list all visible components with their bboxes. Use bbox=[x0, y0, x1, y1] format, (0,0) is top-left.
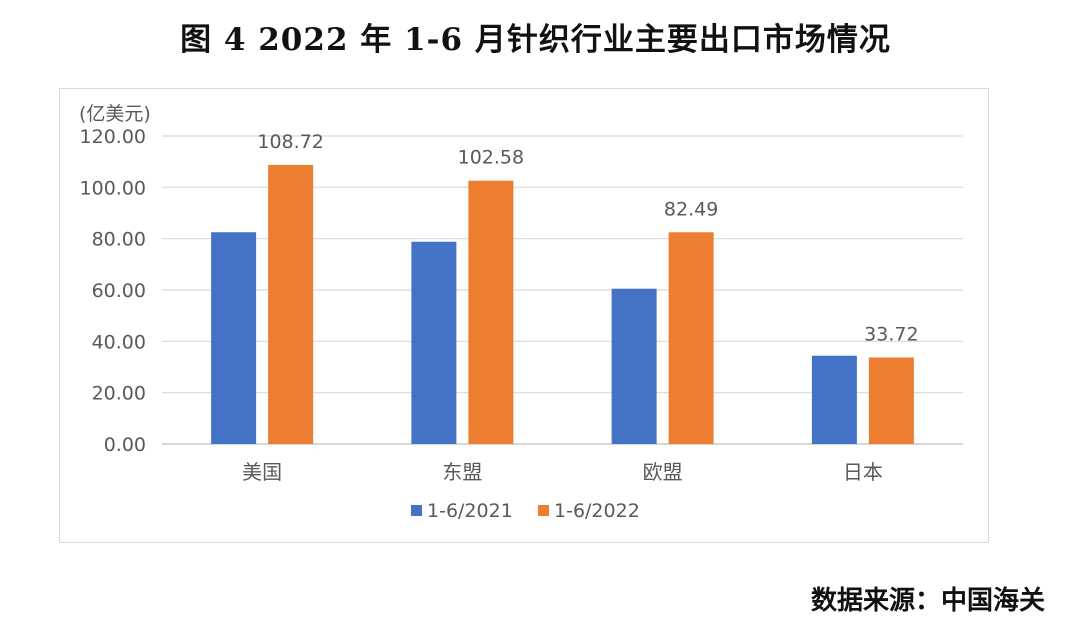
legend-entry: 1-6/2021 bbox=[427, 500, 513, 522]
x-axis: 美国 东盟 欧盟 日本 bbox=[242, 460, 883, 484]
chart-title: 图 4 2022 年 1-6 月针织行业主要出口市场情况 bbox=[180, 22, 891, 58]
y-tick-label: 120.00 bbox=[80, 126, 146, 148]
legend-swatch bbox=[411, 505, 422, 516]
bar bbox=[811, 355, 857, 444]
bars bbox=[211, 164, 914, 444]
y-tick-label: 60.00 bbox=[92, 280, 146, 302]
x-tick-label: 美国 bbox=[242, 460, 282, 484]
legend: 1-6/2021 1-6/2022 bbox=[411, 500, 640, 522]
data-label: 82.49 bbox=[664, 198, 718, 220]
legend-swatch bbox=[538, 505, 549, 516]
x-tick-label: 东盟 bbox=[442, 460, 482, 484]
y-tick-label: 40.00 bbox=[92, 331, 146, 353]
data-label: 33.72 bbox=[864, 323, 918, 345]
bar bbox=[868, 357, 914, 444]
legend-entry: 1-6/2022 bbox=[554, 500, 640, 522]
data-labels: 108.72 102.58 82.49 33.72 bbox=[257, 131, 918, 346]
y-tick-label: 20.00 bbox=[92, 383, 146, 405]
y-tick-label: 100.00 bbox=[80, 177, 146, 199]
x-tick-label: 欧盟 bbox=[643, 460, 683, 484]
bar bbox=[211, 232, 257, 444]
unit-label: (亿美元) bbox=[79, 103, 151, 125]
source-note: 数据来源：中国海关 bbox=[810, 586, 1045, 616]
x-tick-label: 日本 bbox=[843, 460, 883, 484]
y-tick-label: 80.00 bbox=[92, 229, 146, 251]
bar bbox=[611, 288, 657, 444]
bar bbox=[268, 164, 314, 444]
bar bbox=[411, 241, 457, 444]
y-tick-label: 0.00 bbox=[104, 434, 146, 456]
bar bbox=[468, 180, 514, 444]
data-label: 108.72 bbox=[257, 131, 323, 153]
data-label: 102.58 bbox=[458, 147, 524, 169]
y-axis: 0.00 20.00 40.00 60.00 80.00 100.00 120.00 bbox=[80, 126, 146, 456]
bar bbox=[668, 232, 714, 444]
